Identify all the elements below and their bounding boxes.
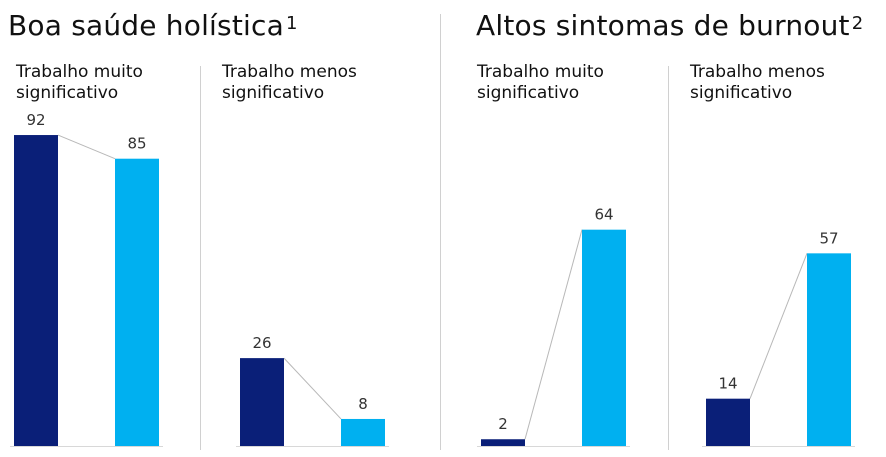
bar-series-2 [582, 229, 626, 446]
panel-label-3: Trabalho muito significativo [477, 62, 604, 103]
bar-series-2 [341, 418, 385, 446]
data-label: 92 [26, 111, 45, 129]
panel-divider [668, 66, 669, 450]
panel-label-4: Trabalho menos significativo [690, 62, 825, 103]
data-label: 57 [819, 229, 838, 247]
bar-series-1 [481, 439, 525, 446]
data-label: 26 [252, 334, 271, 352]
bar-series-2 [115, 158, 159, 446]
footnote-marker: 1 [285, 13, 298, 34]
data-label: 2 [498, 415, 508, 433]
connector-line [283, 357, 342, 420]
section-title-text: Boa saúde holística [8, 9, 284, 42]
bar-series-1 [14, 135, 58, 447]
data-label: 64 [594, 206, 613, 224]
section-title-text: Altos sintomas de burnout [476, 9, 850, 42]
data-label: 14 [718, 375, 737, 393]
panel-label-1: Trabalho muito significativo [16, 62, 143, 103]
connector-line [57, 134, 116, 160]
footnote-marker: 2 [851, 13, 864, 34]
section-title-holistic-health: Boa saúde holística 1 [8, 8, 298, 44]
connector-line [524, 229, 583, 440]
data-label: 8 [358, 395, 368, 413]
bar-series-1 [706, 398, 750, 446]
section-divider [440, 14, 441, 450]
bar-series-2 [807, 253, 851, 446]
data-label: 85 [127, 135, 146, 153]
panel-label-2: Trabalho menos significativo [222, 62, 357, 103]
section-title-burnout: Altos sintomas de burnout 2 [476, 8, 863, 44]
panel-divider [200, 66, 201, 450]
bar-series-1 [240, 358, 284, 446]
connector-line [749, 253, 808, 399]
